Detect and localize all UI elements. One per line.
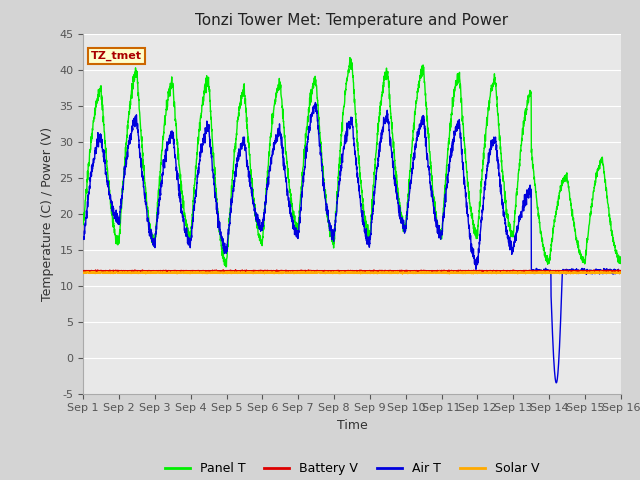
Y-axis label: Temperature (C) / Power (V): Temperature (C) / Power (V) (41, 127, 54, 300)
Text: TZ_tmet: TZ_tmet (92, 51, 142, 61)
Legend: Panel T, Battery V, Air T, Solar V: Panel T, Battery V, Air T, Solar V (160, 457, 544, 480)
X-axis label: Time: Time (337, 419, 367, 432)
Title: Tonzi Tower Met: Temperature and Power: Tonzi Tower Met: Temperature and Power (195, 13, 509, 28)
